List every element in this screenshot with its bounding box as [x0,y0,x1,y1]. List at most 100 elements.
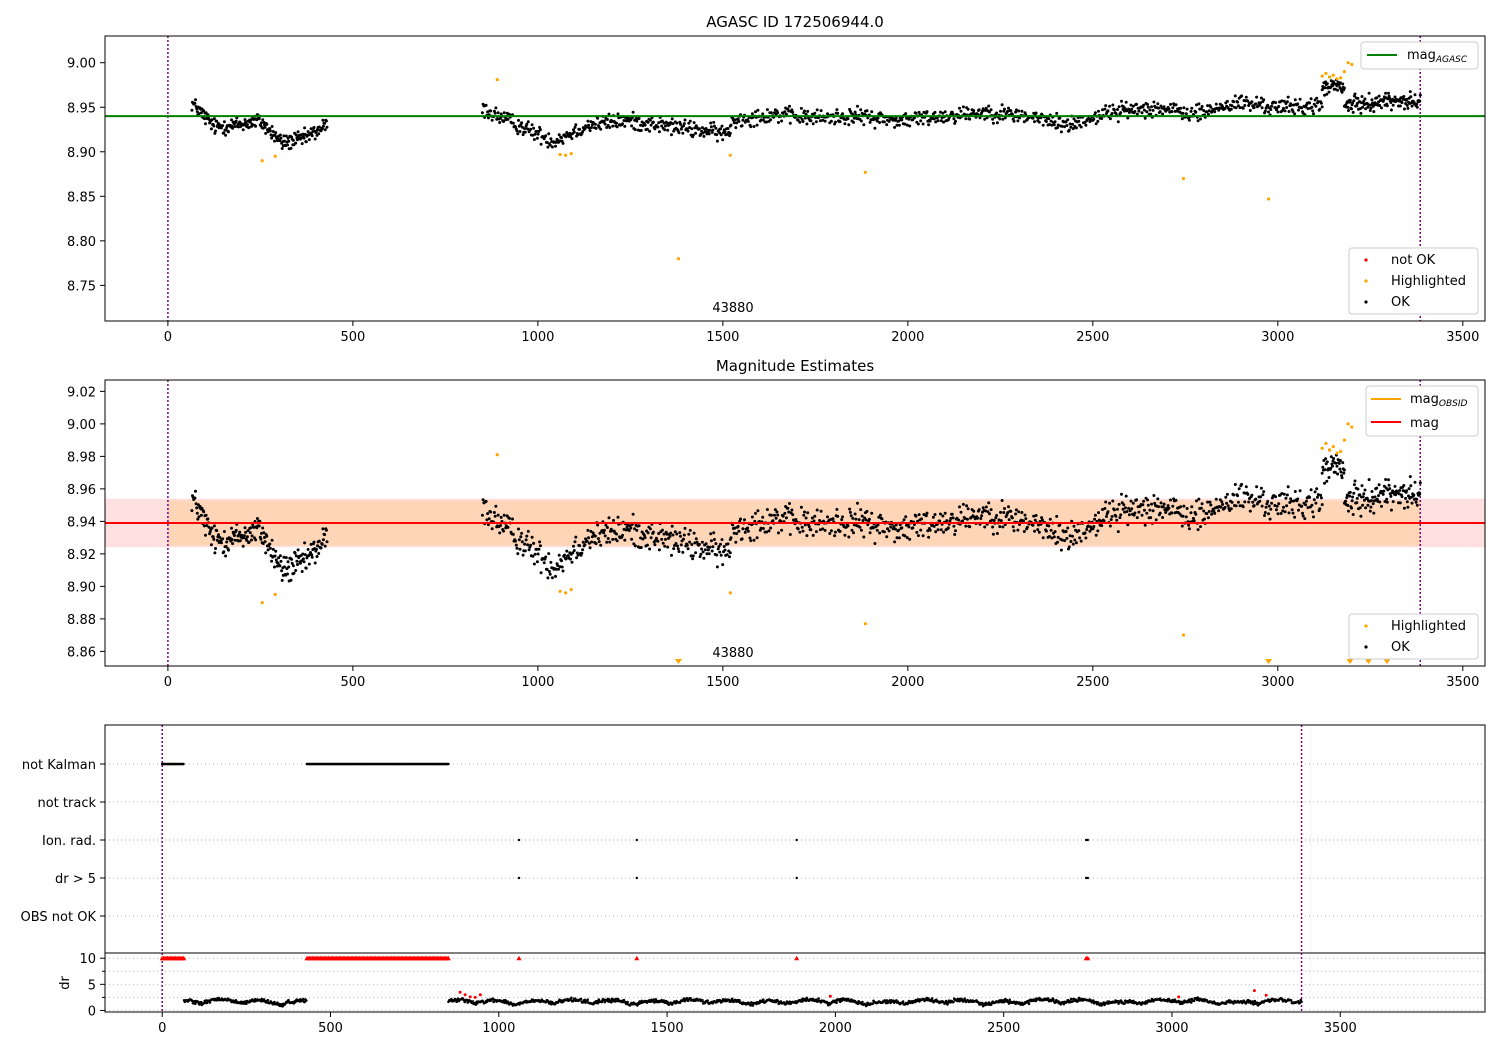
ok-point [1355,501,1359,505]
ok-point [548,143,552,147]
ok-point [852,116,856,120]
highlighted-point [728,153,732,157]
ok-point [927,535,931,539]
ok-point [961,502,965,506]
ok-point [1325,82,1329,86]
off-scale-marker [1383,659,1391,664]
ok-point [1316,100,1320,103]
ok-point [284,134,288,138]
ok-point [748,536,752,540]
ok-point [290,557,294,561]
ok-point [1370,490,1374,493]
ok-point [610,529,614,533]
ok-point [780,528,784,532]
ok-point [1108,524,1112,528]
ok-point [502,513,506,517]
ok-point [670,553,673,557]
ok-point [889,525,893,529]
ok-point [750,515,754,519]
ok-point [535,129,539,133]
ok-point [298,561,302,565]
dr-gt5-point [795,876,798,880]
ok-point [1033,120,1036,124]
ok-point [1202,109,1206,112]
ok-point [1133,511,1137,515]
ok-point [506,525,510,529]
ok-point [961,519,965,523]
dr-red-point [473,995,477,999]
ok-point [715,139,719,143]
dr-point [1062,1002,1066,1006]
ok-point [1094,122,1098,126]
ok-point [1077,529,1081,533]
ok-point [898,523,902,527]
ok-point [1268,517,1272,521]
ok-point [777,121,780,124]
ok-point [563,553,566,557]
ok-point [535,560,539,564]
ok-point [1135,112,1139,116]
ok-point [1415,503,1419,507]
ok-point [1378,500,1382,504]
ok-point [1096,119,1100,123]
ok-point [1259,486,1263,490]
ok-point [691,557,695,561]
ok-point [1199,117,1202,121]
ok-point [776,513,780,517]
ok-point [1052,535,1056,539]
ok-point [484,499,488,503]
ok-point [1010,516,1014,520]
off-scale-marker [1265,659,1273,664]
ok-point [561,569,565,573]
ok-point [202,524,206,528]
ok-point [1350,506,1353,510]
ok-point [1002,511,1006,514]
ok-point [572,549,576,552]
ok-point [615,532,618,536]
ok-point [798,120,802,124]
highlighted-point [1320,446,1324,450]
ok-point [1119,513,1123,517]
ok-point [1055,514,1059,518]
ok-point [977,508,981,512]
ok-point [893,118,897,122]
ok-point [759,118,763,122]
ok-point [279,136,283,140]
ok-point [1320,503,1324,507]
ok-point [529,127,533,131]
ok-point [720,124,724,128]
ok-point [313,137,317,141]
ok-point [231,126,235,130]
ok-point [1325,460,1329,464]
ok-point [1056,535,1060,539]
ok-point [1323,86,1327,90]
ok-point [313,561,317,565]
dr-point [750,1001,753,1004]
ok-point [660,537,664,541]
ok-point [1286,95,1290,99]
highlighted-point [569,152,573,156]
ok-point [882,120,886,124]
ok-point [227,548,230,552]
highlighted-point [273,154,277,158]
ok-point [1202,509,1206,513]
ok-point [1162,502,1166,506]
dr-point [1132,999,1135,1003]
ok-point [803,109,806,113]
ok-point [241,128,245,132]
ok-point [819,509,823,513]
ok-point [1338,459,1342,462]
ok-point [678,531,682,535]
ok-point [1273,106,1277,109]
ok-point [480,513,484,517]
ok-point [1327,90,1331,94]
ok-point [669,121,673,125]
dr-point [689,997,692,1000]
ok-point [771,519,775,523]
ok-point [1348,490,1352,494]
dr-point [1008,998,1011,1002]
ok-point [1324,457,1328,461]
legend-highlighted-label-2: Highlighted [1391,619,1466,634]
ok-point [1361,105,1365,109]
ok-point [1055,111,1059,115]
